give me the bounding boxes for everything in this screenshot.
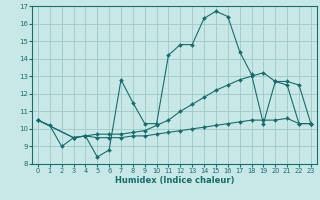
- X-axis label: Humidex (Indice chaleur): Humidex (Indice chaleur): [115, 176, 234, 185]
